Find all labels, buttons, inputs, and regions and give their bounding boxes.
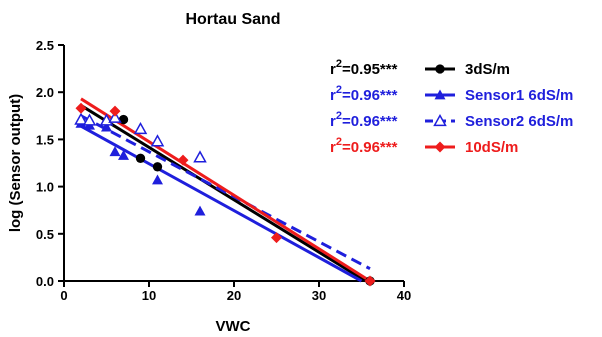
fit-lines [80, 97, 371, 283]
x-tick-label: 0 [60, 288, 67, 303]
legend-marker [435, 64, 445, 74]
r2-value: =0.96*** [342, 87, 398, 104]
legend-label: 3dS/m [465, 61, 510, 78]
legend-label: Sensor1 6dS/m [465, 87, 573, 104]
legend-marker [433, 113, 447, 127]
y-axis-label: log (Sensor output) [7, 94, 24, 232]
data-points [74, 102, 376, 287]
r2-superscript: 2 [336, 136, 342, 148]
data-point [74, 112, 88, 125]
y-tick-label: 0.0 [36, 274, 54, 289]
data-point [75, 102, 87, 114]
r2-label: r2=0.96*** [330, 110, 398, 130]
fit-line [80, 104, 367, 283]
data-point [82, 113, 97, 126]
r2-value: =0.95*** [342, 61, 398, 78]
data-point [109, 105, 121, 117]
data-point [118, 149, 129, 160]
legend-marker [434, 89, 446, 100]
r2-base: r [330, 87, 336, 104]
data-point [150, 134, 165, 147]
r2-superscript: 2 [336, 110, 342, 122]
data-point [194, 205, 206, 216]
fit-line [80, 124, 363, 283]
data-point [108, 110, 122, 123]
data-point [364, 275, 376, 287]
data-point [133, 121, 148, 135]
data-point [135, 153, 146, 163]
x-tick-label: 20 [227, 288, 241, 303]
r2-base: r [330, 113, 336, 130]
legend-marker [434, 141, 446, 153]
y-tick-label: 1.0 [36, 180, 54, 195]
y-tick-label: 2.0 [36, 85, 54, 100]
r2-value: =0.96*** [342, 113, 398, 130]
data-point [152, 162, 163, 172]
r2-label: r2=0.96*** [330, 84, 398, 104]
x-tick-label: 40 [397, 288, 411, 303]
data-point [101, 121, 112, 132]
legend-label: Sensor2 6dS/m [465, 113, 573, 130]
r2-label: r2=0.96*** [330, 136, 398, 156]
y-tick-label: 1.5 [36, 132, 54, 147]
data-point [177, 154, 189, 166]
ticks: 0 10 20 30 40 0.0 0.5 1.0 1.5 2.0 2.5 [36, 38, 411, 303]
legend: r2=0.95*** 3dS/mr2=0.96*** Sensor1 6dS/mr2… [330, 58, 573, 156]
r2-value: =0.96*** [342, 139, 398, 156]
data-point [193, 150, 207, 163]
r2-base: r [330, 139, 336, 156]
r2-label: r2=0.95*** [330, 58, 398, 78]
legend-label: 10dS/m [465, 139, 518, 156]
axes [63, 45, 404, 282]
x-tick-label: 10 [142, 288, 156, 303]
r2-superscript: 2 [336, 84, 342, 96]
x-axis-label: VWC [216, 318, 251, 335]
y-tick-label: 0.5 [36, 227, 54, 242]
fit-line [80, 97, 371, 283]
data-point [109, 146, 121, 157]
data-point [118, 114, 129, 125]
data-point [271, 232, 282, 244]
r2-base: r [330, 61, 336, 78]
chart-title: Hortau Sand [185, 11, 280, 28]
r2-superscript: 2 [336, 58, 342, 70]
data-point [152, 174, 163, 185]
fit-line [80, 114, 371, 271]
y-tick-label: 2.5 [36, 38, 54, 53]
x-tick-label: 30 [312, 288, 326, 303]
